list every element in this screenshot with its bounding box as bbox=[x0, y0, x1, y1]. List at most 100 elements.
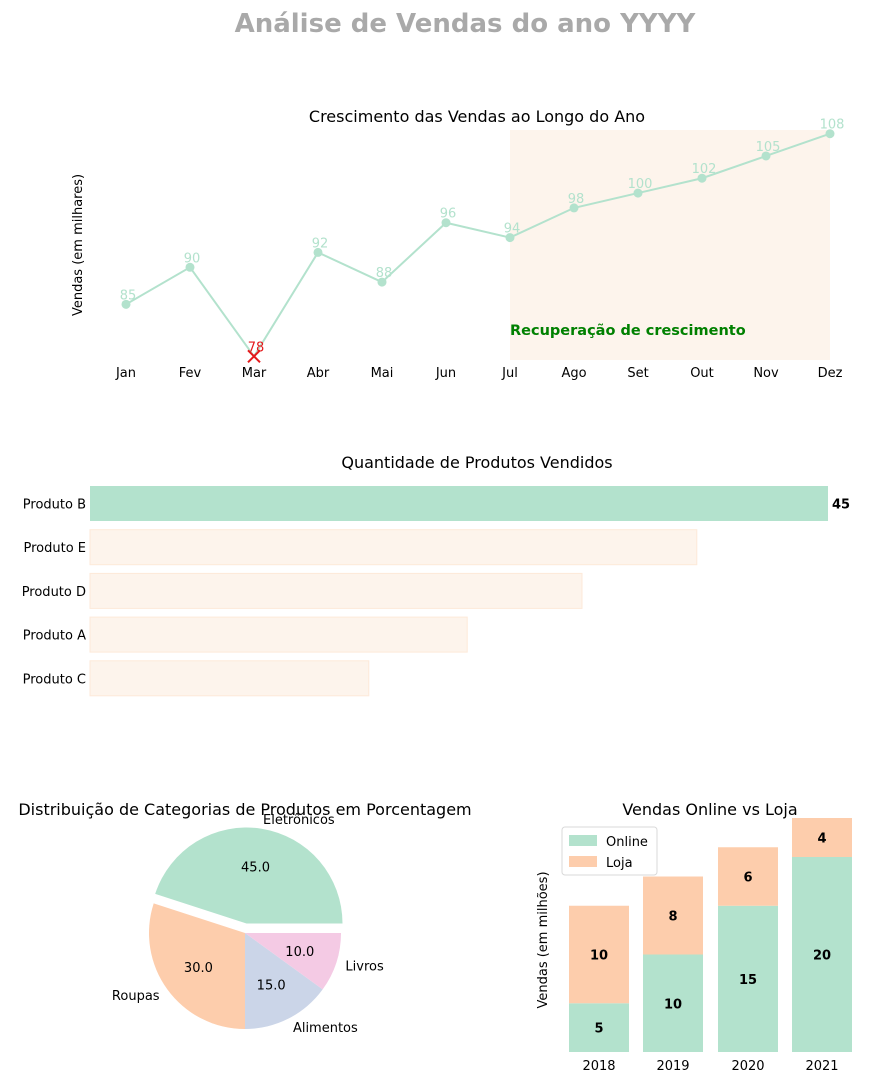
y-tick-label: Produto C bbox=[23, 672, 86, 687]
pie-percent-label: 10.0 bbox=[285, 945, 314, 960]
pie-slice bbox=[245, 933, 341, 990]
legend-label: Online bbox=[606, 835, 648, 850]
data-label: 100 bbox=[628, 177, 653, 192]
segment-value-label: 8 bbox=[668, 910, 677, 925]
x-tick-label: Jun bbox=[435, 366, 456, 381]
y-tick-label: Produto E bbox=[23, 541, 86, 556]
data-label: 92 bbox=[312, 236, 329, 251]
x-tick-label: Abr bbox=[307, 366, 330, 381]
pie-percent-label: 45.0 bbox=[241, 861, 270, 876]
y-tick-label: Produto B bbox=[23, 498, 86, 513]
x-tick-label: Jan bbox=[115, 366, 136, 381]
segment-value-label: 10 bbox=[590, 949, 608, 964]
stacked-bar-segment bbox=[718, 847, 778, 906]
segment-value-label: 5 bbox=[594, 1022, 603, 1037]
hbar-series-layer: Produto B 45 Produto E Produto D Produto A Pr… bbox=[22, 486, 850, 697]
x-tick-label: Out bbox=[690, 366, 714, 381]
line-chart-title: Crescimento das Vendas ao Longo do Ano bbox=[309, 107, 645, 126]
data-label: 108 bbox=[820, 118, 845, 133]
pie-slice bbox=[245, 933, 323, 1029]
stacked-bar-segment bbox=[569, 905, 629, 1004]
data-label: 90 bbox=[184, 251, 201, 266]
legend-label: Loja bbox=[606, 856, 633, 871]
pie-chart: Distribuição de Categorias de Produtos e… bbox=[18, 800, 471, 1036]
data-point bbox=[441, 218, 451, 228]
line-chart-ylabel: Vendas (em milhares) bbox=[71, 174, 86, 316]
page-title: Análise de Vendas do ano YYYY bbox=[235, 9, 697, 39]
data-label: 96 bbox=[440, 207, 457, 222]
stacked-bar-segment bbox=[792, 818, 852, 857]
segment-value-label: 15 bbox=[739, 973, 757, 988]
recovery-shaded-region bbox=[510, 130, 830, 360]
x-tick-label: 2018 bbox=[582, 1059, 615, 1074]
x-tick-label: Mar bbox=[242, 366, 267, 381]
legend-swatch bbox=[569, 856, 597, 867]
stacked-chart-ylabel: Vendas (em milhões) bbox=[536, 871, 551, 1008]
data-label: 94 bbox=[504, 222, 521, 237]
data-label: 78 bbox=[248, 340, 265, 355]
bar bbox=[89, 616, 468, 653]
segment-value-label: 20 bbox=[813, 949, 831, 964]
min-marker bbox=[247, 349, 261, 363]
pie-slices-layer: 45.0 Eletrônicos 30.0 Roupas 15.0 Alimentos 10… bbox=[112, 813, 384, 1036]
stacked-bar-segment bbox=[643, 954, 703, 1052]
data-label: 85 bbox=[120, 288, 137, 303]
segment-value-label: 6 bbox=[743, 871, 752, 886]
stacked-chart-legend[interactable]: Online Loja bbox=[561, 826, 658, 876]
segment-value-label: 10 bbox=[664, 997, 682, 1012]
y-tick-label: Produto D bbox=[22, 585, 86, 600]
stacked-bar-segment bbox=[569, 1003, 629, 1052]
stacked-bar-segment bbox=[643, 876, 703, 955]
pie-category-label: Roupas bbox=[112, 989, 160, 1004]
stacked-bar-segment bbox=[718, 905, 778, 1052]
data-point bbox=[185, 262, 195, 272]
x-tick-label: 2020 bbox=[731, 1059, 764, 1074]
data-point bbox=[761, 151, 771, 161]
x-tick-label: Mai bbox=[371, 366, 394, 381]
bar bbox=[90, 486, 828, 521]
pie-percent-label: 30.0 bbox=[184, 961, 213, 976]
x-tick-label: Fev bbox=[179, 366, 202, 381]
bar bbox=[89, 529, 698, 566]
data-label: 105 bbox=[756, 140, 781, 155]
data-point bbox=[121, 299, 131, 309]
sales-line bbox=[125, 132, 831, 359]
bar-value-label: 45 bbox=[832, 498, 850, 513]
stacked-bar-segment bbox=[792, 857, 852, 1052]
data-label: 98 bbox=[568, 192, 585, 207]
pie-category-label: Eletrônicos bbox=[263, 813, 335, 828]
data-point bbox=[377, 277, 387, 287]
y-tick-label: Produto A bbox=[23, 629, 86, 644]
x-tick-label: Jul bbox=[501, 366, 518, 381]
x-tick-label: 2019 bbox=[656, 1059, 689, 1074]
pie-slice bbox=[149, 903, 245, 1029]
recovery-annotation: Recuperação de crescimento bbox=[510, 323, 746, 339]
bar bbox=[89, 572, 583, 609]
min-marker-stroke bbox=[247, 349, 261, 363]
data-point bbox=[313, 247, 323, 257]
pie-category-label: Livros bbox=[345, 960, 384, 975]
hbar-chart: Quantidade de Produtos Vendidos Produto … bbox=[22, 453, 850, 697]
x-tick-label: Nov bbox=[753, 366, 779, 381]
legend-swatch bbox=[569, 835, 597, 846]
bar bbox=[89, 660, 370, 697]
segment-value-label: 4 bbox=[817, 832, 826, 847]
line-series-layer: 85 Jan 90 Fev 78 Mar 92 Abr 88 Mai 96 Jun 94 Jul 98 Ago… bbox=[115, 118, 844, 381]
pie-slice bbox=[155, 827, 343, 924]
data-point bbox=[633, 188, 643, 198]
data-label: 88 bbox=[376, 266, 393, 281]
pie-category-label: Alimentos bbox=[293, 1021, 358, 1036]
x-tick-label: Ago bbox=[561, 366, 586, 381]
data-point bbox=[505, 233, 515, 243]
data-point bbox=[825, 129, 835, 139]
data-point bbox=[697, 173, 707, 183]
x-tick-label: 2021 bbox=[805, 1059, 838, 1074]
hbar-chart-title: Quantidade de Produtos Vendidos bbox=[341, 453, 612, 472]
data-label: 102 bbox=[692, 162, 717, 177]
stacked-chart-title: Vendas Online vs Loja bbox=[622, 800, 797, 819]
data-point bbox=[569, 203, 579, 213]
pie-chart-title: Distribuição de Categorias de Produtos e… bbox=[18, 800, 471, 819]
x-tick-label: Dez bbox=[818, 366, 843, 381]
